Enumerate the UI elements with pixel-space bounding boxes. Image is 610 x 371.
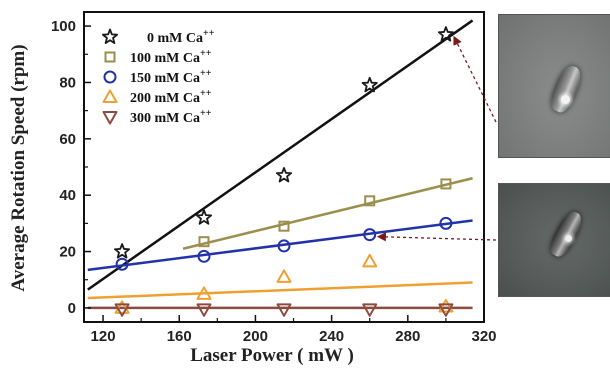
microscope-image-bottom [498,183,610,297]
cell-shape [546,62,586,116]
data-point-s4-0 [114,303,130,317]
y-tick-label: 80 [59,74,76,91]
y-tick-label: 60 [59,131,76,148]
data-point-s1-0 [198,236,210,248]
y-tick-label: 20 [59,244,76,261]
y-tick-label: 100 [51,18,76,35]
data-point-s4-1 [196,303,212,317]
data-point-s2-0 [115,257,129,271]
microscope-image-top [498,14,610,158]
legend-superscript-4: ++ [200,108,212,119]
annotation-arrows [376,35,497,242]
legend-marker-1 [104,51,116,63]
fit-line-3 [87,281,473,300]
data-point-s4-4 [438,303,454,317]
legend-superscript-1: ++ [200,48,212,59]
data-point-s1-1 [278,220,290,232]
data-point-s2-3 [363,228,377,242]
data-point-s2-1 [197,249,211,263]
y-tick-label: 40 [59,187,76,204]
x-tick-label: 120 [91,328,116,345]
data-point-s2-2 [277,239,291,253]
legend-superscript-0: ++ [203,28,215,39]
data-point-s4-2 [276,303,292,317]
data-point-s3-0 [114,300,130,314]
x-tick-label: 280 [395,328,420,345]
legend-marker-2 [103,70,117,84]
data-point-s3-3 [362,253,378,268]
legend-label-3: 200 mM Ca++ [130,88,212,106]
y-axis-title: Average Rotation Speed (rpm) [8,44,29,291]
legend-superscript-3: ++ [200,88,212,99]
cell-shape [545,208,587,260]
data-point-s0-0 [114,243,131,259]
bead-spot [565,235,572,242]
x-tick-label: 160 [167,328,192,345]
legend-marker-0 [101,28,119,44]
data-point-s3-1 [196,286,212,300]
x-axis-title: Laser Power ( mW ) [190,345,354,366]
legend-label-1: 100 mM Ca++ [130,48,212,66]
data-point-s0-2 [275,167,293,183]
annotation-arrow-0 [453,35,497,123]
y-tick-label: 0 [68,300,76,317]
data-point-s3-2 [276,269,292,283]
legend-marker-3 [102,89,118,103]
fit-line-0 [87,19,474,291]
legend-label-0: 0 mM Ca++ [147,28,215,46]
x-tick-label: 200 [243,328,268,345]
x-tick-label: 320 [471,328,496,345]
data-point-s4-3 [362,303,378,317]
data-point-s1-2 [364,195,376,207]
legend: 0 mM Ca++ 100 mM Ca++ 150 mM Ca++ 200 mM Ca… [101,28,215,126]
data-markers [114,26,454,317]
axes: 120 160 200 240 280 320 0 20 40 60 80 100 [51,11,497,345]
legend-superscript-2: ++ [200,68,212,79]
data-point-s0-3 [361,76,378,93]
data-point-s0-4 [437,26,454,42]
data-point-s1-3 [440,178,452,190]
data-point-s2-4 [439,216,453,230]
legend-label-2: 150 mM Ca++ [130,68,212,86]
data-point-s0-1 [195,209,213,225]
fit-line-1 [182,177,473,250]
annotation-arrow-1 [376,232,497,242]
x-tick-label: 240 [319,328,344,345]
bead-spot [561,95,570,104]
legend-label-4: 300 mM Ca++ [130,108,212,126]
data-point-s3-4 [438,299,454,313]
legend-marker-4 [102,111,118,125]
fit-line-2 [87,219,473,272]
